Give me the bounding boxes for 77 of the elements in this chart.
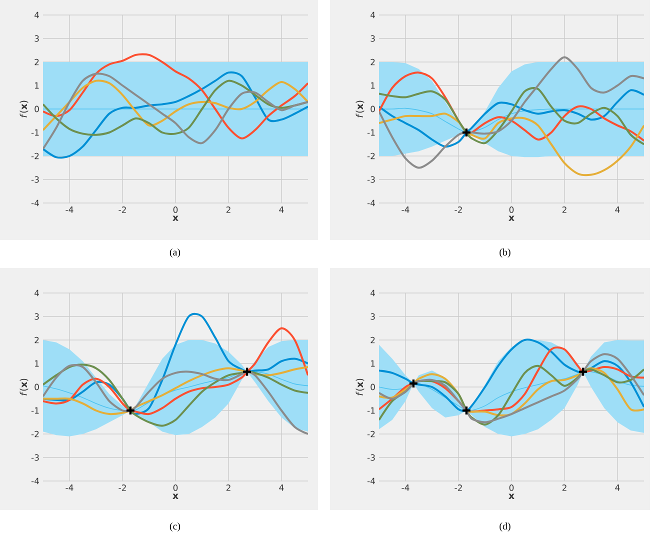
- text: (b): [500, 248, 510, 258]
- x-tick-label: -2: [118, 206, 126, 213]
- x-axis-title: x: [508, 216, 514, 221]
- text: (a): [170, 248, 180, 258]
- y-axis-title: f(x): [356, 100, 364, 118]
- x-tick-label: 2: [226, 206, 230, 213]
- y-tick-label: -2: [367, 152, 375, 160]
- y-tick-label: -3: [367, 454, 375, 461]
- line-series: [43, 53, 308, 140]
- line-series: [379, 364, 644, 426]
- x-tick-label: -4: [66, 206, 74, 213]
- y-tick-label: -4: [31, 478, 39, 484]
- point: [461, 405, 472, 416]
- x-axis-title: x: [172, 494, 178, 499]
- y-tick-label: -1: [31, 407, 39, 414]
- y-tick-label: -3: [31, 176, 39, 183]
- y-tick-label: 4: [370, 290, 376, 296]
- x-axis-title: x: [172, 216, 178, 221]
- y-tick-label: 0: [34, 106, 39, 112]
- x-tick-label: -4: [402, 206, 410, 213]
- y-tick-label: 4: [34, 12, 39, 18]
- y-axis-title: f(x): [356, 378, 364, 396]
- x-tick-label: -4: [66, 484, 74, 491]
- y-tick-label: 2: [370, 58, 375, 66]
- x-tick-label: 4: [279, 484, 284, 491]
- y-tick-label: 3: [370, 313, 375, 320]
- x-tick-label: -2: [454, 206, 462, 213]
- y-tick-label: -1: [367, 407, 375, 414]
- y-tick-label: 2: [370, 336, 375, 344]
- line-series: [379, 112, 644, 176]
- x-tick-label: -4: [402, 484, 410, 491]
- x-tick-label: 4: [615, 484, 620, 491]
- y-tick-label: 4: [34, 290, 39, 296]
- y-tick-label: -2: [367, 430, 375, 438]
- x-tick-label: 2: [562, 484, 566, 491]
- x-tick-label: 0: [173, 206, 178, 213]
- y-tick-label: -1: [367, 129, 375, 136]
- y-tick-label: 1: [371, 360, 375, 367]
- x-axis-title: x: [508, 494, 514, 499]
- y-tick-label: -4: [367, 200, 376, 206]
- y-tick-label: 1: [35, 360, 39, 367]
- y-tick-label: -3: [31, 454, 39, 461]
- x-tick-label: 0: [509, 206, 514, 213]
- x-tick-label: 2: [226, 484, 230, 491]
- y-tick-label: 2: [34, 58, 39, 66]
- line-series: [379, 353, 644, 424]
- line-series: [379, 56, 644, 169]
- x-tick-label: -2: [454, 484, 462, 491]
- y-tick-label: -4: [367, 478, 376, 484]
- y-tick-label: 1: [35, 82, 39, 89]
- text: (d): [500, 522, 510, 532]
- y-tick-label: 0: [370, 384, 375, 390]
- y-tick-label: 3: [370, 35, 375, 42]
- y-tick-label: 0: [370, 106, 375, 112]
- y-tick-label: -1: [31, 129, 39, 136]
- x-tick-label: 4: [279, 206, 284, 213]
- point: [408, 378, 419, 389]
- y-tick-label: 2: [34, 336, 39, 344]
- y-tick-label: 3: [34, 313, 39, 320]
- line-series: [379, 72, 644, 142]
- y-tick-label: 0: [34, 384, 39, 390]
- x-tick-label: 4: [615, 206, 620, 213]
- x-tick-label: 0: [509, 484, 514, 491]
- y-tick-label: -2: [31, 152, 39, 160]
- text: (c): [170, 522, 180, 532]
- y-tick-label: 4: [370, 12, 376, 18]
- x-tick-label: 2: [562, 206, 566, 213]
- y-axis-title: f(x): [20, 100, 28, 118]
- y-tick-label: -2: [31, 430, 39, 438]
- y-tick-label: -3: [367, 176, 375, 183]
- x-tick-label: 0: [173, 484, 178, 491]
- y-tick-label: 3: [34, 35, 39, 42]
- point: [578, 366, 588, 377]
- y-tick-label: 1: [371, 82, 375, 89]
- x-tick-label: -2: [118, 484, 126, 491]
- y-axis-title: f(x): [20, 378, 28, 396]
- y-tick-label: -4: [31, 200, 39, 206]
